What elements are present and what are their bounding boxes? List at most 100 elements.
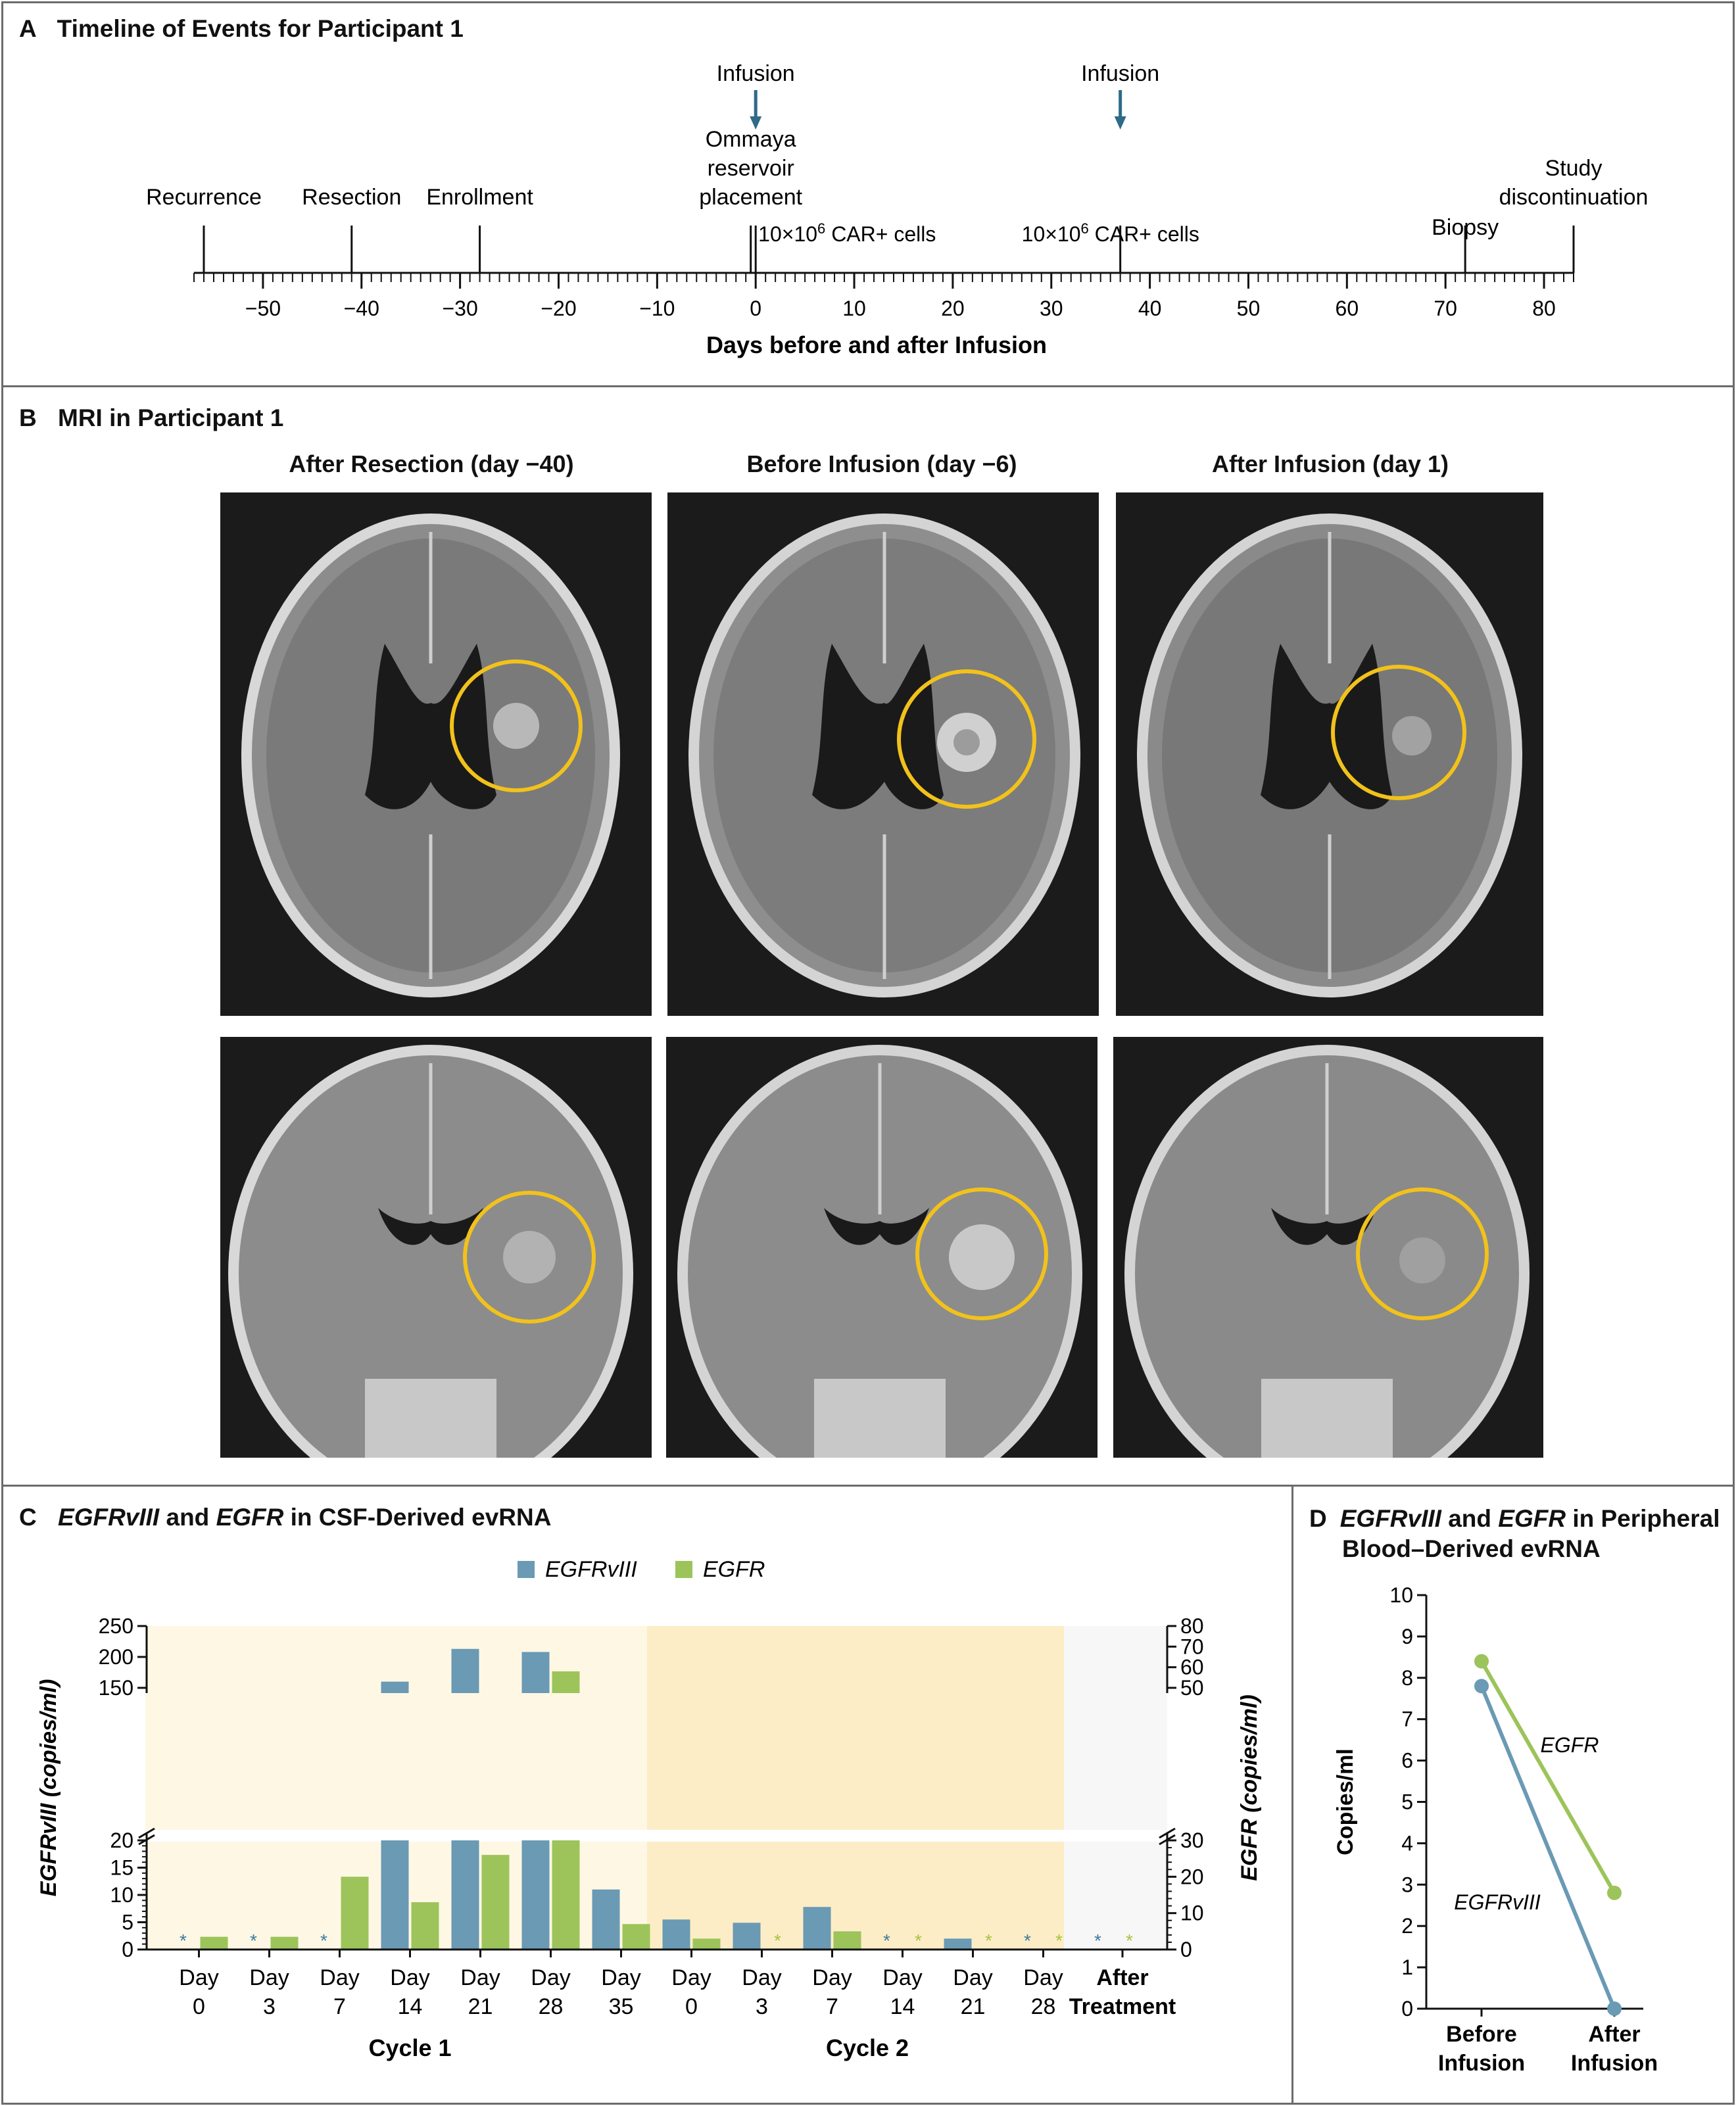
panel-c-title: C EGFRvIII and EGFR in CSF-Derived evRNA bbox=[19, 1504, 551, 1531]
blood-line-chart: 0 1 2 3 4 5 6 7 8 9 10 Copies/ml Before Infusion After… bbox=[1333, 1583, 1658, 2076]
panel-b-letter: B bbox=[19, 404, 37, 431]
d-y-tick-label: 9 bbox=[1401, 1625, 1413, 1648]
timeline-event-label: Biopsy bbox=[1432, 215, 1499, 240]
axis-break-mark-right bbox=[1159, 1827, 1176, 1839]
d-point-egfrviii bbox=[1607, 2001, 1622, 2016]
not-detected-star-egfrviii: * bbox=[1094, 1930, 1101, 1951]
right-axis-tick-label: 30 bbox=[1180, 1829, 1204, 1852]
category-label-line1: Day bbox=[601, 1965, 640, 1990]
d-point-egfr bbox=[1474, 1654, 1489, 1669]
timeline-tick-label: −20 bbox=[541, 297, 576, 320]
left-axis-tick-label: 200 bbox=[99, 1645, 133, 1669]
timeline-tick-label: 50 bbox=[1237, 297, 1261, 320]
left-axis-tick-label: 15 bbox=[110, 1856, 133, 1880]
category-label-line2: 14 bbox=[890, 1994, 915, 2019]
timeline-tick-label: 40 bbox=[1138, 297, 1162, 320]
timeline-tick-label: 60 bbox=[1336, 297, 1359, 320]
bar-egfr bbox=[622, 1924, 650, 1950]
category-label-line2: 28 bbox=[539, 1994, 564, 2019]
infusion-dose-label: 10×106 CAR+ cells bbox=[758, 220, 936, 246]
d-point-egfrviii bbox=[1474, 1679, 1489, 1694]
d-y-tick-label: 1 bbox=[1401, 1955, 1413, 1979]
right-axis-tick-label: 70 bbox=[1180, 1635, 1204, 1658]
bar-egfr bbox=[411, 1902, 439, 1950]
axis-break-mark-left bbox=[138, 1827, 155, 1839]
bar-egfrviii-upper bbox=[451, 1648, 479, 1693]
panel-d-title-line2: Blood–Derived evRNA bbox=[1342, 1535, 1601, 1562]
category-label-line1: Day bbox=[531, 1965, 570, 1990]
bar-egfrviii bbox=[944, 1938, 972, 1950]
d-line-egfrviii bbox=[1480, 1685, 1616, 2010]
timeline-tick-label: 80 bbox=[1532, 297, 1556, 320]
mri-caption-after-resection: After Resection (day −40) bbox=[289, 450, 574, 477]
right-axis-tick-label: 20 bbox=[1180, 1865, 1204, 1888]
d-x-label-line1: After bbox=[1588, 2022, 1640, 2047]
infusion-arrow-head bbox=[1114, 116, 1126, 130]
panel-c-title-gene1: EGFRvIII bbox=[58, 1504, 160, 1531]
not-detected-star-egfrviii: * bbox=[1024, 1930, 1031, 1951]
not-detected-star-egfr: * bbox=[1126, 1930, 1133, 1951]
category-label-line1: Day bbox=[882, 1965, 922, 1990]
timeline-event-label: Recurrence bbox=[146, 185, 262, 210]
mri-coronal-before-infusion bbox=[666, 1037, 1097, 1458]
timeline-tick-label: 70 bbox=[1434, 297, 1457, 320]
timeline-event-label: placement bbox=[699, 185, 802, 210]
timeline-event-label: discontinuation bbox=[1499, 185, 1649, 210]
timeline-tick-label: 30 bbox=[1040, 297, 1063, 320]
category-label-line1: Day bbox=[742, 1965, 781, 1990]
timeline-event-label: Study bbox=[1545, 156, 1603, 181]
panel-a-letter: A bbox=[19, 15, 36, 42]
panel-c-title-rest: in CSF-Derived evRNA bbox=[283, 1504, 552, 1531]
category-label-line2: 7 bbox=[333, 1994, 346, 2019]
cycle1-label: Cycle 1 bbox=[368, 2034, 451, 2061]
category-label-line2: 0 bbox=[685, 1994, 698, 2019]
timeline-tick-label: 10 bbox=[842, 297, 866, 320]
mri-caption-after-infusion: After Infusion (day 1) bbox=[1211, 450, 1449, 477]
timeline-tick-label: −30 bbox=[442, 297, 477, 320]
not-detected-star-egfrviii: * bbox=[250, 1930, 257, 1951]
panel-a-title-text: Timeline of Events for Participant 1 bbox=[57, 15, 464, 42]
timeline-axis-label: Days before and after Infusion bbox=[706, 331, 1047, 358]
category-label-line2: 28 bbox=[1031, 1994, 1056, 2019]
right-axis-tick-label: 80 bbox=[1180, 1614, 1204, 1638]
category-label-line2: 7 bbox=[826, 1994, 838, 2019]
timeline-tick-label: 20 bbox=[941, 297, 965, 320]
bar-egfr-upper bbox=[552, 1671, 580, 1693]
category-label-line1: Day bbox=[249, 1965, 289, 1990]
category-label-line1: Day bbox=[1023, 1965, 1063, 1990]
category-label-line1: Day bbox=[460, 1965, 500, 1990]
bar-egfr bbox=[833, 1931, 861, 1950]
right-axis-tick-label: 10 bbox=[1180, 1902, 1204, 1925]
bar-egfrviii bbox=[592, 1889, 620, 1950]
bar-egfrviii bbox=[521, 1840, 550, 1950]
d-y-tick-label: 7 bbox=[1401, 1708, 1413, 1731]
legend-swatch-egfr bbox=[675, 1561, 692, 1578]
cycle2-background bbox=[647, 1626, 1064, 1950]
timeline-tick-label: −50 bbox=[245, 297, 281, 320]
category-label-line2: Treatment bbox=[1069, 1994, 1176, 2019]
panel-c-title-and: and bbox=[159, 1504, 216, 1531]
right-axis-title: EGFR (copies/ml) bbox=[1237, 1694, 1262, 1880]
panel-d-title-gene1: EGFRvIII bbox=[1339, 1505, 1441, 1532]
timeline-infusion-label: Infusion bbox=[717, 61, 795, 86]
right-axis-tick-label: 0 bbox=[1180, 1938, 1192, 1961]
category-label-line1: After bbox=[1096, 1965, 1148, 1990]
left-axis-tick-label: 250 bbox=[99, 1614, 133, 1638]
panel-d-title-gene2: EGFR bbox=[1498, 1505, 1566, 1532]
category-label-line2: 3 bbox=[756, 1994, 768, 2019]
panel-a-title: A Timeline of Events for Participant 1 bbox=[19, 15, 464, 43]
panel-b-title: B MRI in Participant 1 bbox=[19, 404, 283, 432]
bar-egfr bbox=[692, 1938, 721, 1950]
d-x-label-line2: Infusion bbox=[1571, 2051, 1658, 2076]
cycle2-label: Cycle 2 bbox=[826, 2034, 909, 2061]
right-axis-tick-label: 60 bbox=[1180, 1656, 1204, 1679]
timeline-event-label: reservoir bbox=[708, 156, 794, 181]
after-treatment-background bbox=[1064, 1626, 1167, 1950]
category-label-line1: Day bbox=[812, 1965, 852, 1990]
left-axis-tick-label: 20 bbox=[110, 1829, 133, 1852]
timeline-tick-label: −40 bbox=[344, 297, 379, 320]
timeline-event-label: Resection bbox=[302, 185, 401, 210]
d-x-label-line1: Before bbox=[1446, 2022, 1517, 2047]
mri-axial-before-infusion bbox=[667, 492, 1099, 1016]
axis-break-band bbox=[147, 1830, 1167, 1842]
